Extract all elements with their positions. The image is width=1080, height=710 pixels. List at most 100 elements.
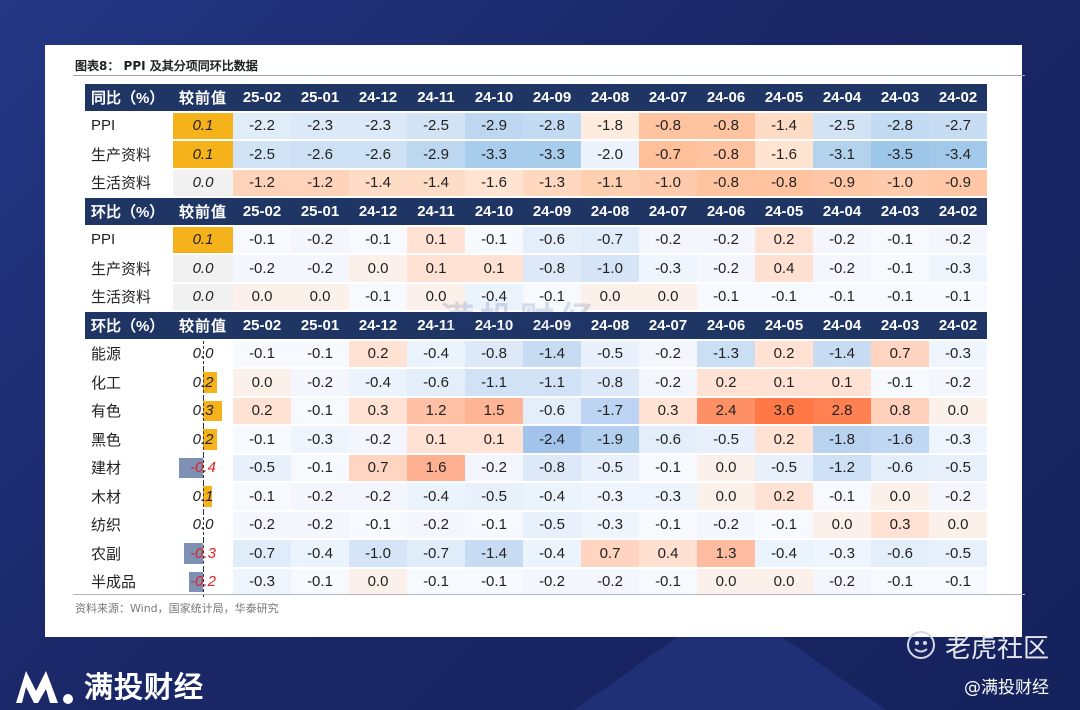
data-cell: -2.8 bbox=[523, 112, 581, 139]
data-cell: 0.1 bbox=[465, 426, 523, 453]
row-label: 黑色 bbox=[91, 431, 122, 449]
column-header-24-12: 24-12 bbox=[349, 198, 407, 225]
data-cell: -0.5 bbox=[697, 426, 755, 453]
ppi-data-table: 同比（%） 较前值 25-02 25-01 24-12 24-11 24-10 24-09 24… bbox=[85, 82, 987, 597]
data-cell: -2.9 bbox=[407, 141, 465, 168]
data-cell: 0.7 bbox=[581, 540, 639, 567]
prev-change-header: 较前值 bbox=[173, 312, 233, 339]
column-header-24-09: 24-09 bbox=[523, 84, 581, 111]
column-header-24-06: 24-06 bbox=[697, 198, 755, 225]
data-cell: -0.1 bbox=[233, 426, 291, 453]
prev-change-value: 0.0 bbox=[192, 174, 214, 192]
data-cell: -0.3 bbox=[929, 340, 987, 367]
corner-logo-text: 老虎社区 bbox=[945, 634, 1050, 664]
data-cell: -1.4 bbox=[407, 169, 465, 196]
data-cell: -0.3 bbox=[929, 426, 987, 453]
data-cell: 0.0 bbox=[813, 511, 871, 538]
data-cell: 3.6 bbox=[755, 397, 813, 424]
column-header-24-07: 24-07 bbox=[639, 198, 697, 225]
data-cell: -0.4 bbox=[407, 340, 465, 367]
data-cell: 0.2 bbox=[755, 226, 813, 253]
data-cell: -0.1 bbox=[233, 340, 291, 367]
prev-change-value: 0.1 bbox=[192, 117, 214, 135]
column-header-24-10: 24-10 bbox=[465, 84, 523, 111]
prev-change-axis bbox=[203, 454, 204, 483]
data-cell: -0.4 bbox=[465, 283, 523, 310]
data-cell: -0.3 bbox=[291, 426, 349, 453]
data-cell: 0.3 bbox=[639, 397, 697, 424]
data-cell: -0.2 bbox=[291, 511, 349, 538]
data-cell: -0.2 bbox=[581, 568, 639, 595]
column-header-24-03: 24-03 bbox=[871, 312, 929, 339]
data-cell: 0.0 bbox=[929, 511, 987, 538]
prev-change-value: 0.3 bbox=[192, 402, 214, 420]
prev-change-cell: -0.3 bbox=[173, 540, 233, 569]
data-cell: -0.8 bbox=[465, 340, 523, 367]
data-cell: -0.1 bbox=[465, 511, 523, 538]
data-cell: -1.7 bbox=[581, 397, 639, 424]
prev-change-cell: 0.0 bbox=[173, 169, 233, 196]
row-label: 生产资料 bbox=[91, 260, 152, 278]
data-cell: -0.7 bbox=[581, 226, 639, 253]
row-label: 纺织 bbox=[91, 517, 122, 535]
column-header-25-01: 25-01 bbox=[291, 84, 349, 111]
data-cell: -0.5 bbox=[581, 454, 639, 481]
column-header-24-09: 24-09 bbox=[523, 198, 581, 225]
data-cell: -2.0 bbox=[581, 141, 639, 168]
data-cell: -0.2 bbox=[349, 483, 407, 510]
prev-change-cell: 0.0 bbox=[173, 511, 233, 540]
row-label: 半成品 bbox=[91, 574, 137, 592]
table-row: 有色 0.3 0.2 -0.1 0.3 1.2 1.5 -0.6 -1.7 0.3 2.4 3.6 2.… bbox=[85, 397, 987, 426]
row-label: 建材 bbox=[91, 460, 122, 478]
data-cell: -3.1 bbox=[813, 141, 871, 168]
data-cell: -0.2 bbox=[233, 511, 291, 538]
data-cell: -0.1 bbox=[697, 283, 755, 310]
prev-change-bar bbox=[203, 400, 222, 421]
prev-change-axis bbox=[203, 426, 204, 455]
prev-change-cell: 0.3 bbox=[173, 397, 233, 426]
data-cell: -0.1 bbox=[349, 226, 407, 253]
data-cell: -2.3 bbox=[349, 112, 407, 139]
data-cell: -1.6 bbox=[465, 169, 523, 196]
column-header-25-01: 25-01 bbox=[291, 198, 349, 225]
data-cell: -0.8 bbox=[639, 112, 697, 139]
data-cell: -1.8 bbox=[581, 112, 639, 139]
data-cell: -0.2 bbox=[813, 226, 871, 253]
data-cell: -2.4 bbox=[523, 426, 581, 453]
section-header-row: 环比（%） 较前值 25-02 25-01 24-12 24-11 24-10 24-09 24… bbox=[85, 198, 987, 225]
section-header-row: 同比（%） 较前值 25-02 25-01 24-12 24-11 24-10 24-09 24… bbox=[85, 84, 987, 111]
data-cell: -0.1 bbox=[291, 454, 349, 481]
section-header-row: 环比（%） 较前值 25-02 25-01 24-12 24-11 24-10 24-09 24… bbox=[85, 312, 987, 339]
data-cell: -3.3 bbox=[465, 141, 523, 168]
section-header-label: 环比（%） bbox=[85, 312, 173, 339]
data-cell: -0.3 bbox=[639, 255, 697, 282]
prev-change-bar bbox=[184, 543, 203, 564]
prev-change-cell: -0.4 bbox=[173, 454, 233, 483]
source-divider bbox=[73, 594, 1025, 595]
row-label: 有色 bbox=[91, 403, 122, 421]
data-cell: -2.7 bbox=[929, 112, 987, 139]
data-cell: -0.2 bbox=[639, 340, 697, 367]
data-cell: -0.8 bbox=[697, 112, 755, 139]
data-cell: -0.2 bbox=[291, 255, 349, 282]
data-cell: -0.1 bbox=[523, 283, 581, 310]
data-cell: 1.2 bbox=[407, 397, 465, 424]
data-cell: -0.1 bbox=[349, 283, 407, 310]
data-cell: -0.1 bbox=[929, 568, 987, 595]
data-cell: -0.2 bbox=[349, 426, 407, 453]
data-cell: -1.2 bbox=[291, 169, 349, 196]
table-row: 木材 0.1 -0.1 -0.2 -0.2 -0.4 -0.5 -0.4 -0.3 -0.3 0.0… bbox=[85, 483, 987, 512]
row-label: PPI bbox=[91, 231, 116, 249]
table-row: 农副 -0.3 -0.7 -0.4 -1.0 -0.7 -1.4 -0.4 0.7 0.4 1.3-… bbox=[85, 540, 987, 569]
data-cell: -1.4 bbox=[755, 112, 813, 139]
table-row: 生产资料 0.0 -0.2 -0.2 0.0 0.1 0.1 -0.8 -1.0 -0.3 -0.2… bbox=[85, 255, 987, 282]
column-header-25-02: 25-02 bbox=[233, 198, 291, 225]
data-cell: 0.3 bbox=[871, 511, 929, 538]
data-cell: 0.0 bbox=[871, 483, 929, 510]
column-header-24-02: 24-02 bbox=[929, 198, 987, 225]
prev-change-cell: 0.1 bbox=[173, 141, 233, 168]
data-cell: -0.2 bbox=[291, 226, 349, 253]
prev-change-header: 较前值 bbox=[173, 198, 233, 225]
data-cell: -2.8 bbox=[871, 112, 929, 139]
prev-change-value: 0.0 bbox=[192, 259, 214, 277]
